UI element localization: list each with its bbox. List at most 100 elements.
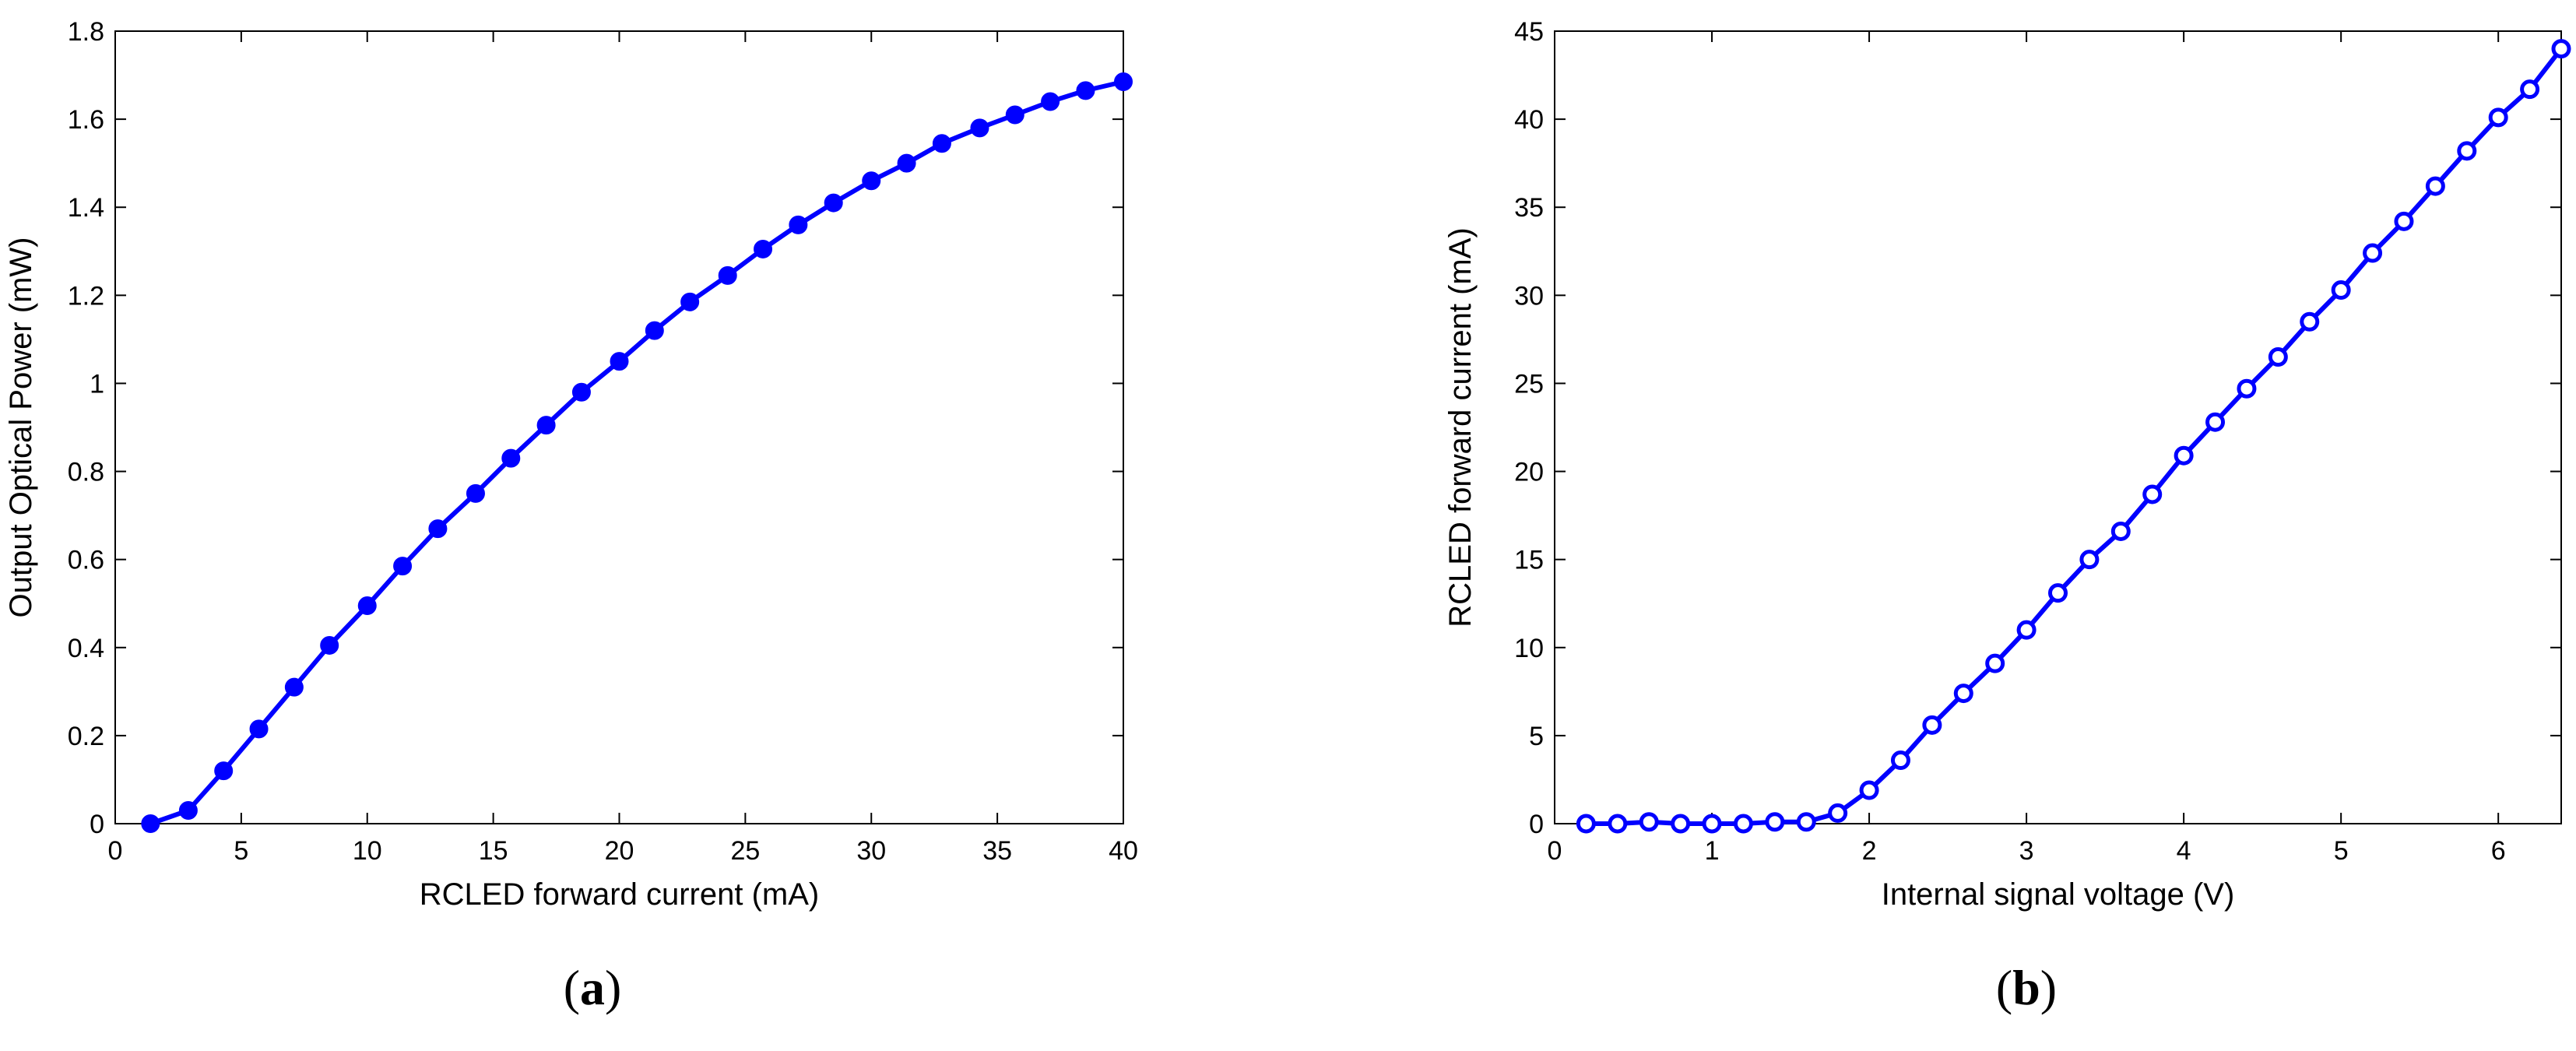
data-point [610, 352, 629, 371]
x-axis-label: Internal signal voltage (V) [1882, 877, 2235, 912]
data-point [2520, 79, 2540, 100]
x-tick-label: 0 [108, 836, 123, 866]
panel-a-caption: (a) [564, 960, 622, 1015]
data-point [1671, 814, 1691, 834]
x-tick-label: 40 [1109, 836, 1138, 866]
x-tick-label: 0 [1548, 836, 1562, 866]
plot-frame [114, 30, 1124, 824]
y-tick-label: 1.8 [68, 17, 104, 47]
data-point [2237, 378, 2257, 399]
data-point [1985, 653, 2005, 673]
y-tick-label: 30 [1514, 281, 1544, 311]
data-point [2174, 445, 2194, 466]
y-tick-label: 0.8 [68, 458, 104, 487]
x-tick-label: 10 [353, 836, 382, 866]
data-point [2488, 107, 2508, 128]
data-point [2142, 484, 2163, 504]
x-tick-label: 15 [479, 836, 508, 866]
x-tick-label: 2 [1862, 836, 1877, 866]
data-point [178, 801, 198, 821]
data-point [2363, 243, 2383, 263]
data-point [571, 382, 591, 402]
data-point [1796, 812, 1816, 832]
data-point [1953, 684, 1973, 704]
data-point [680, 292, 700, 311]
data-point [932, 134, 951, 153]
data-point [897, 153, 916, 173]
y-tick-label: 25 [1514, 369, 1544, 399]
data-point [2425, 176, 2445, 196]
y-tick-label: 20 [1514, 458, 1544, 487]
data-point [718, 265, 737, 285]
x-tick-label: 6 [2491, 836, 2506, 866]
series-line [149, 79, 1124, 826]
x-tick-label: 3 [2019, 836, 2034, 866]
data-point [1076, 81, 1095, 100]
x-tick-label: 30 [856, 836, 886, 866]
data-point [1765, 812, 1785, 832]
y-tick-label: 0 [90, 810, 104, 839]
data-point [2457, 141, 2477, 161]
data-point [1576, 814, 1596, 834]
data-point [2551, 39, 2571, 59]
data-point [754, 239, 773, 258]
y-tick-label: 0.6 [68, 546, 104, 575]
data-point [2394, 211, 2414, 231]
x-axis-label: RCLED forward current (mA) [420, 877, 819, 912]
data-point [970, 118, 989, 138]
x-tick-label: 35 [982, 836, 1012, 866]
y-tick-label: 45 [1514, 17, 1544, 47]
data-point [141, 814, 160, 833]
data-point [2016, 620, 2037, 640]
data-point [2268, 347, 2288, 367]
data-point [536, 416, 556, 435]
y-tick-label: 35 [1514, 193, 1544, 223]
y-axis-label: Output Optical Power (mW) [4, 237, 38, 617]
y-tick-label: 0.2 [68, 722, 104, 751]
data-point [789, 215, 808, 234]
data-point [2048, 583, 2068, 603]
panel-a-chart: 0 5 10 15 20 25 30 35 40 0 0.2 0.4 0.6 0.8 1 1.2 1.4 1.6 1… [4, 17, 1138, 912]
y-tick-label: 10 [1514, 634, 1544, 663]
data-point [466, 483, 485, 503]
plot-frame [1554, 30, 2562, 824]
data-point [393, 557, 413, 576]
data-point [2331, 280, 2351, 301]
y-tick-label: 40 [1514, 105, 1544, 135]
y-tick-label: 15 [1514, 546, 1544, 575]
data-point [214, 761, 234, 781]
data-point [1890, 750, 1910, 771]
data-point [320, 635, 339, 655]
y-tick-label: 1 [90, 369, 104, 399]
x-tick-label: 25 [730, 836, 760, 866]
data-point [2205, 412, 2226, 432]
x-tick-label: 5 [2334, 836, 2349, 866]
y-tick-label: 1.2 [68, 281, 104, 311]
data-point [1922, 715, 1942, 735]
data-point [1608, 814, 1628, 834]
data-point [1639, 812, 1659, 832]
y-tick-label: 1.4 [68, 193, 104, 223]
data-point [2300, 311, 2320, 332]
y-tick-label: 0.4 [68, 634, 104, 663]
data-point [1005, 105, 1024, 125]
data-point [1859, 780, 1879, 800]
data-point [645, 321, 664, 340]
y-tick-label: 1.6 [68, 105, 104, 135]
panel-b-caption: (b) [1996, 960, 2057, 1015]
data-point [862, 171, 881, 191]
x-tick-label: 5 [234, 836, 248, 866]
y-axis-label: RCLED forward current (mA) [1443, 227, 1478, 627]
data-point [357, 596, 377, 616]
series-line [1586, 47, 2564, 826]
data-point [2079, 550, 2100, 570]
y-tick-label: 5 [1529, 722, 1544, 751]
data-point [1733, 814, 1753, 834]
data-point [1041, 92, 1060, 111]
data-point [1828, 803, 1848, 823]
data-point [2110, 521, 2131, 541]
x-tick-label: 1 [1705, 836, 1720, 866]
data-point [824, 193, 843, 213]
